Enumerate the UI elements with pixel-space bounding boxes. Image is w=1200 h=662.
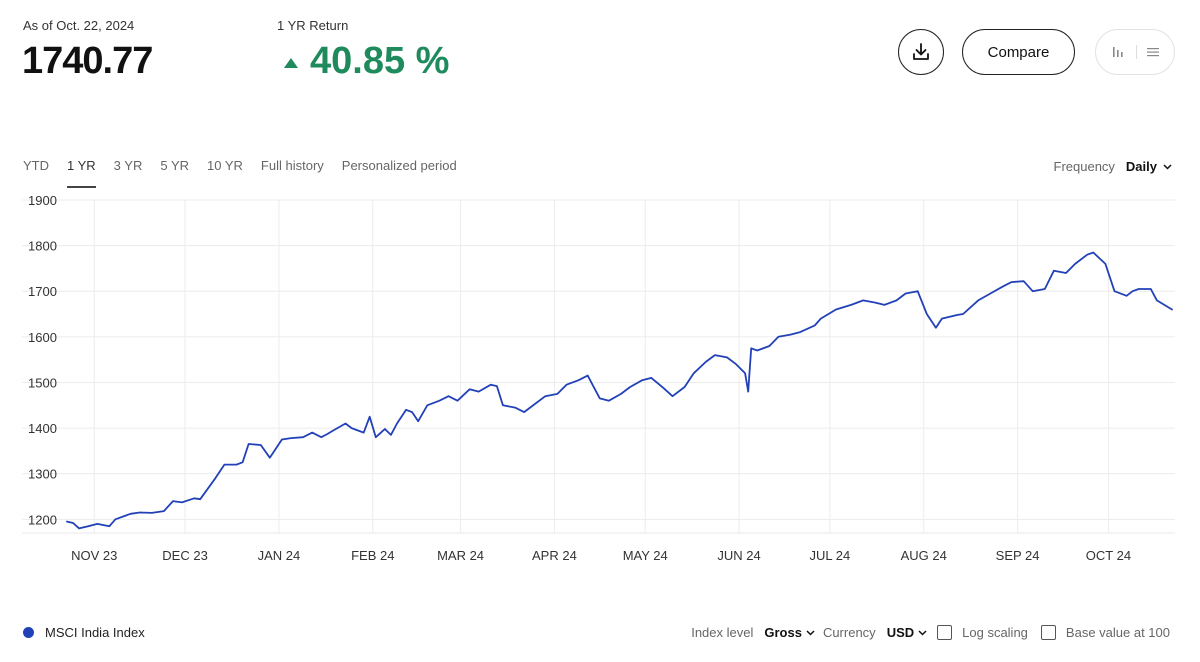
y-tick-label: 1200	[28, 512, 57, 527]
as-of-date: As of Oct. 22, 2024	[23, 18, 135, 33]
x-tick-label: MAY 24	[623, 548, 668, 563]
chevron-down-icon[interactable]	[1163, 163, 1172, 170]
compare-button[interactable]: Compare	[962, 29, 1075, 75]
period-tab-1-yr[interactable]: 1 YR	[67, 158, 96, 188]
base-value-checkbox[interactable]	[1040, 625, 1056, 640]
chart-controls: Index level Gross Currency USD Log scali…	[691, 625, 1170, 640]
y-tick-label: 1600	[28, 330, 57, 345]
period-tab-3-yr[interactable]: 3 YR	[113, 158, 143, 173]
x-tick-label: DEC 23	[162, 548, 208, 563]
chart-legend: MSCI India Index	[23, 625, 145, 640]
period-tab-5-yr[interactable]: 5 YR	[160, 158, 190, 173]
frequency-control: Frequency Daily	[1054, 159, 1173, 174]
period-tab-ytd[interactable]: YTD	[23, 158, 49, 173]
frequency-label: Frequency	[1053, 159, 1115, 174]
period-selector: YTD 1 YR 3 YR 5 YR 10 YR Full history Personal…	[23, 158, 475, 188]
y-tick-label: 1500	[28, 375, 57, 390]
period-tab-personalized-period[interactable]: Personalized period	[341, 158, 457, 173]
currency-label: Currency	[822, 625, 876, 640]
x-tick-label: FEB 24	[351, 548, 394, 563]
return-display: 40.85 %	[284, 40, 449, 83]
up-arrow-icon	[284, 57, 298, 68]
period-tab-full-history[interactable]: Full history	[260, 158, 324, 173]
chevron-down-icon[interactable]	[918, 629, 927, 636]
x-tick-label: NOV 23	[71, 548, 117, 563]
chevron-down-icon[interactable]	[806, 629, 815, 636]
x-tick-label: JUL 24	[810, 548, 851, 563]
legend-series-label: MSCI India Index	[45, 625, 145, 640]
y-tick-label: 1700	[28, 284, 57, 299]
log-scaling-checkbox[interactable]	[937, 625, 953, 640]
list-icon[interactable]	[1146, 47, 1159, 57]
bar-chart-icon[interactable]	[1112, 46, 1126, 58]
line-chart: 1200 1300 1400 1500 1600 1700 1800 1900 NOV 23 DE…	[22, 195, 1175, 563]
index-level-value: 1740.77	[22, 40, 153, 82]
y-tick-label: 1400	[28, 421, 57, 436]
log-scaling-label: Log scaling	[962, 625, 1028, 640]
x-tick-label: MAR 24	[437, 548, 484, 563]
toggle-divider	[1135, 45, 1137, 59]
x-tick-label: JUN 24	[717, 548, 760, 563]
index-level-dropdown[interactable]: Gross	[764, 625, 802, 640]
return-label: 1 YR Return	[277, 18, 349, 33]
y-tick-label: 1800	[28, 239, 57, 254]
x-tick-label: AUG 24	[901, 548, 947, 563]
x-tick-label: APR 24	[532, 548, 577, 563]
x-tick-label: SEP 24	[996, 548, 1040, 563]
view-toggle	[1095, 29, 1175, 75]
return-value: 40.85 %	[310, 40, 450, 82]
y-tick-label: 1900	[28, 195, 57, 208]
frequency-dropdown[interactable]: Daily	[1125, 159, 1157, 174]
download-icon	[913, 43, 929, 60]
legend-series-marker	[23, 627, 34, 638]
x-tick-label: OCT 24	[1086, 548, 1131, 563]
y-tick-label: 1300	[28, 467, 57, 482]
download-button[interactable]	[898, 29, 944, 75]
base-value-label: Base value at 100	[1065, 625, 1170, 640]
x-tick-label: JAN 24	[258, 548, 301, 563]
series-line-msci-india	[66, 251, 1173, 530]
period-tab-10-yr[interactable]: 10 YR	[207, 158, 243, 173]
index-level-label: Index level	[691, 625, 754, 640]
currency-dropdown[interactable]: USD	[886, 625, 915, 640]
